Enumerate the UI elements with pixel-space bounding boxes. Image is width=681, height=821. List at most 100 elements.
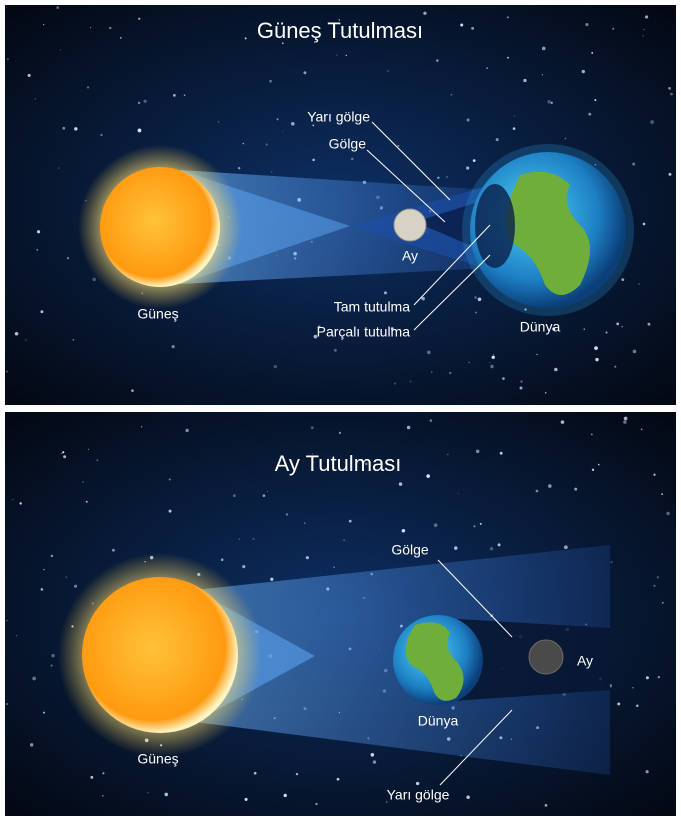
star — [507, 16, 509, 18]
star — [611, 561, 613, 563]
star — [169, 510, 172, 513]
star — [254, 772, 257, 775]
star — [646, 770, 649, 773]
star — [554, 368, 558, 372]
star — [36, 249, 38, 251]
star — [40, 310, 43, 313]
star — [88, 449, 89, 450]
star — [334, 349, 337, 352]
star — [252, 538, 254, 540]
star — [653, 585, 655, 587]
star — [643, 223, 646, 226]
star — [542, 74, 543, 75]
star — [490, 547, 493, 550]
star — [384, 291, 387, 294]
star — [423, 12, 426, 15]
star — [271, 171, 272, 172]
star — [478, 297, 482, 301]
star — [473, 159, 476, 162]
star — [19, 502, 21, 504]
star — [143, 100, 146, 103]
star — [407, 426, 411, 430]
star — [87, 86, 89, 88]
star — [545, 804, 548, 807]
star — [416, 782, 419, 785]
star — [238, 167, 240, 169]
star — [50, 664, 52, 666]
star — [138, 129, 142, 133]
lunar-panel: Ay Tutulması Gölge Ay Dünya Güneş Yarı g… — [5, 412, 676, 816]
star — [6, 371, 8, 373]
star — [449, 372, 451, 374]
star — [304, 71, 307, 74]
label: Yarı gölge — [307, 109, 370, 125]
star — [15, 332, 19, 336]
star — [643, 29, 644, 30]
star — [172, 345, 175, 348]
star — [574, 488, 577, 491]
sun — [82, 577, 238, 733]
star — [427, 351, 431, 355]
star — [339, 432, 341, 434]
star — [594, 99, 596, 101]
star — [661, 493, 663, 495]
star — [346, 55, 348, 57]
star — [270, 578, 273, 581]
star — [315, 803, 317, 805]
star — [641, 429, 642, 430]
star — [56, 6, 59, 9]
star — [638, 283, 639, 284]
star — [141, 426, 142, 427]
star — [269, 80, 272, 83]
star — [466, 796, 469, 799]
star — [642, 35, 644, 37]
star — [245, 37, 247, 39]
sun — [100, 167, 220, 287]
star — [138, 102, 140, 104]
star — [434, 523, 438, 527]
star — [500, 452, 503, 455]
star — [632, 163, 635, 166]
label: Ay — [577, 653, 593, 669]
star — [548, 484, 552, 488]
star — [394, 383, 396, 385]
star — [120, 37, 122, 39]
label: Parçalı tutulma — [317, 324, 411, 340]
star — [239, 539, 240, 540]
star — [598, 464, 600, 466]
star — [542, 47, 546, 51]
label: Ay — [402, 248, 418, 264]
star — [173, 94, 176, 97]
star — [102, 795, 103, 796]
star — [662, 602, 664, 604]
star — [632, 687, 633, 688]
star — [670, 93, 673, 96]
star — [636, 704, 639, 707]
star — [594, 346, 598, 350]
star — [565, 138, 566, 139]
label: Gölge — [329, 136, 367, 152]
label: Tam tutulma — [334, 299, 410, 315]
star — [633, 350, 637, 354]
star — [437, 176, 440, 179]
star — [242, 565, 245, 568]
star — [37, 230, 40, 233]
star — [595, 358, 598, 361]
star — [616, 322, 619, 325]
star — [410, 381, 412, 383]
star — [25, 339, 26, 340]
star — [621, 278, 624, 281]
star — [333, 567, 334, 568]
star — [536, 490, 539, 493]
star — [502, 377, 505, 380]
star — [551, 102, 553, 104]
star — [28, 74, 31, 77]
star — [336, 55, 337, 56]
star — [507, 57, 509, 59]
star — [90, 776, 93, 779]
star — [16, 635, 17, 636]
star — [669, 173, 672, 176]
star — [62, 451, 64, 453]
star — [43, 712, 45, 714]
star — [30, 743, 33, 746]
